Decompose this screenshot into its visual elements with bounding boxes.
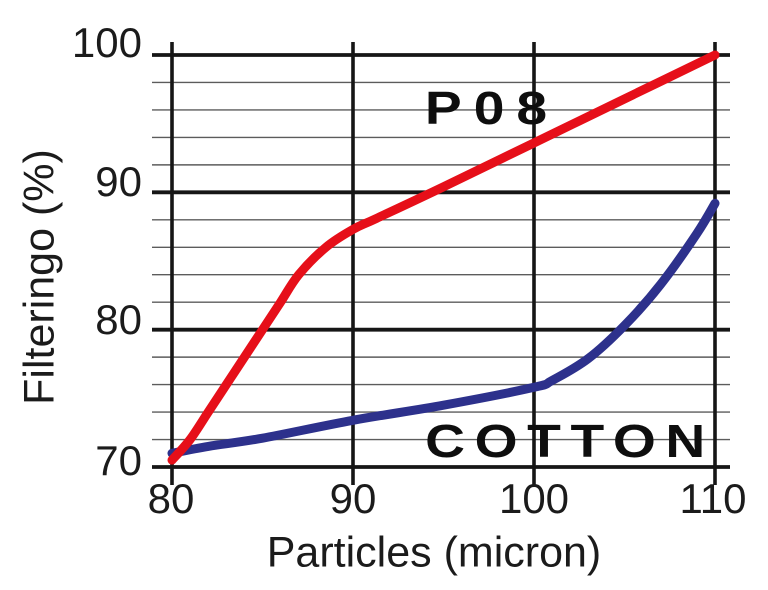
y-tick-label-90: 90 [95,158,142,205]
y-tick-label-70: 70 [95,437,142,484]
x-tick-label-80: 80 [147,475,195,522]
series-line-cotton [167,198,720,458]
y-tick-label-100: 100 [71,19,142,66]
series-label-cotton: COTTON [425,415,715,467]
x-tick-label-110: 110 [679,475,747,522]
y-axis-title: Filteringo (%) [15,149,64,405]
y-tick-label-80: 80 [95,296,142,343]
series-label-p08: P08 [424,82,560,134]
x-axis-title: Particles (micron) [266,528,602,577]
x-tick-label-100: 100 [498,475,570,522]
series-line-p08 [167,50,720,465]
x-tick-label-90: 90 [329,475,377,522]
